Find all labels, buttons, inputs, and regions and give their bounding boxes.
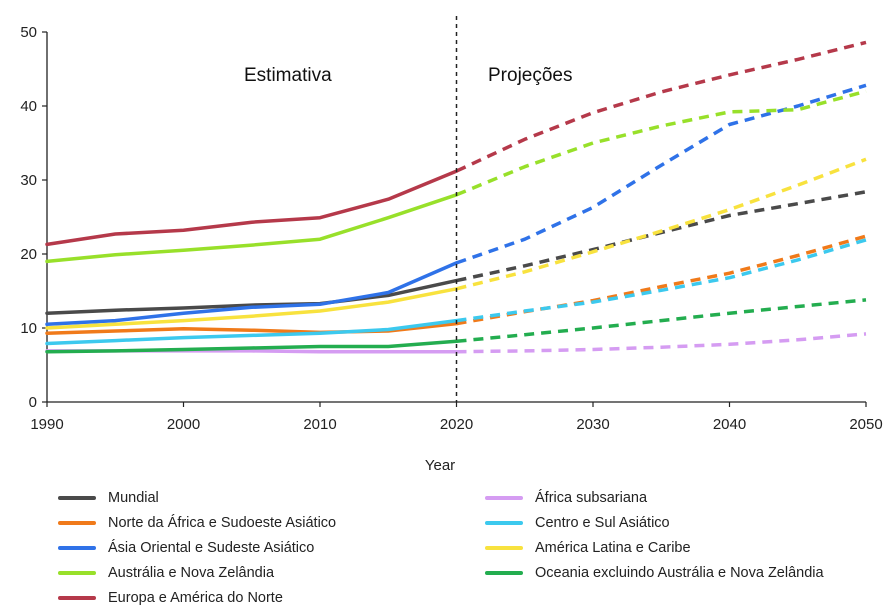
series-line-projection-2 [456,234,867,326]
legend-label: Centro e Sul Asiático [535,515,670,531]
x-tick-label: 2000 [167,416,200,433]
series-lines [45,40,867,354]
series-line-projection-7 [456,238,867,323]
legend-item: Ásia Oriental e Sudeste Asiático [58,540,314,556]
legend-swatch [58,496,96,500]
x-tick-label: 1990 [30,416,63,433]
legend-item: África subsariana [485,490,647,506]
series-line-estimate-3 [45,261,459,327]
series-line-estimate-1 [45,278,459,315]
series-line-projection-4 [455,89,867,197]
x-tick-label: 2050 [849,416,882,433]
series-line-estimate-8 [45,287,459,330]
x-tick-label: 2020 [440,416,473,433]
series-line-estimate-9 [45,339,459,354]
legend-swatch [58,596,96,600]
legend-swatch [485,546,523,550]
legend-item: Oceania excluindo Austrália e Nova Zelân… [485,565,824,581]
legend-swatch [58,546,96,550]
series-line-projection-3 [455,83,867,265]
y-tick-label: 50 [20,24,37,41]
y-tick-label: 20 [20,246,37,263]
y-tick-label: 30 [20,172,37,189]
legend-label: Austrália e Nova Zelândia [108,565,275,581]
y-tick-label: 10 [20,320,37,337]
legend-swatch [485,571,523,575]
legend-item: América Latina e Caribe [485,540,691,556]
series-line-projection-9 [456,298,867,344]
legend-swatch [58,521,96,525]
series-line-estimate-5 [45,169,459,247]
legend-label: África subsariana [535,490,648,506]
legend-item: Europa e América do Norte [58,590,283,606]
legend-label: Europa e América do Norte [108,590,283,606]
series-line-projection-1 [456,190,867,283]
legend-label: Mundial [108,490,159,506]
legend-item: Mundial [58,490,159,506]
legend-swatch [485,496,523,500]
series-line-projection-8 [456,157,867,291]
x-axis-title: Year [425,457,455,474]
legend-label: Ásia Oriental e Sudeste Asiático [108,540,315,556]
y-tick-label: 0 [29,394,37,411]
y-tick-label: 40 [20,98,37,115]
x-tick-label: 2030 [576,416,609,433]
legend-item: Centro e Sul Asiático [485,515,670,531]
series-line-estimate-4 [45,193,459,264]
legend-label: Oceania excluindo Austrália e Nova Zelân… [535,565,824,581]
series-line-projection-5 [455,40,867,173]
legend-swatch [485,521,523,525]
legend-item: Norte da África e Sudoeste Asiático [58,515,336,531]
x-tick-label: 2040 [713,416,746,433]
legend-label: Norte da África e Sudoeste Asiático [108,515,337,531]
x-tick-label: 2010 [303,416,336,433]
projection-label: Projeções [488,65,573,86]
legend-item: Austrália e Nova Zelândia [58,565,274,581]
legend-label: América Latina e Caribe [535,540,691,556]
legend-swatch [58,571,96,575]
estimate-label: Estimativa [244,65,332,86]
series-line-projection-6 [456,332,867,354]
series-line-estimate-7 [45,318,459,346]
